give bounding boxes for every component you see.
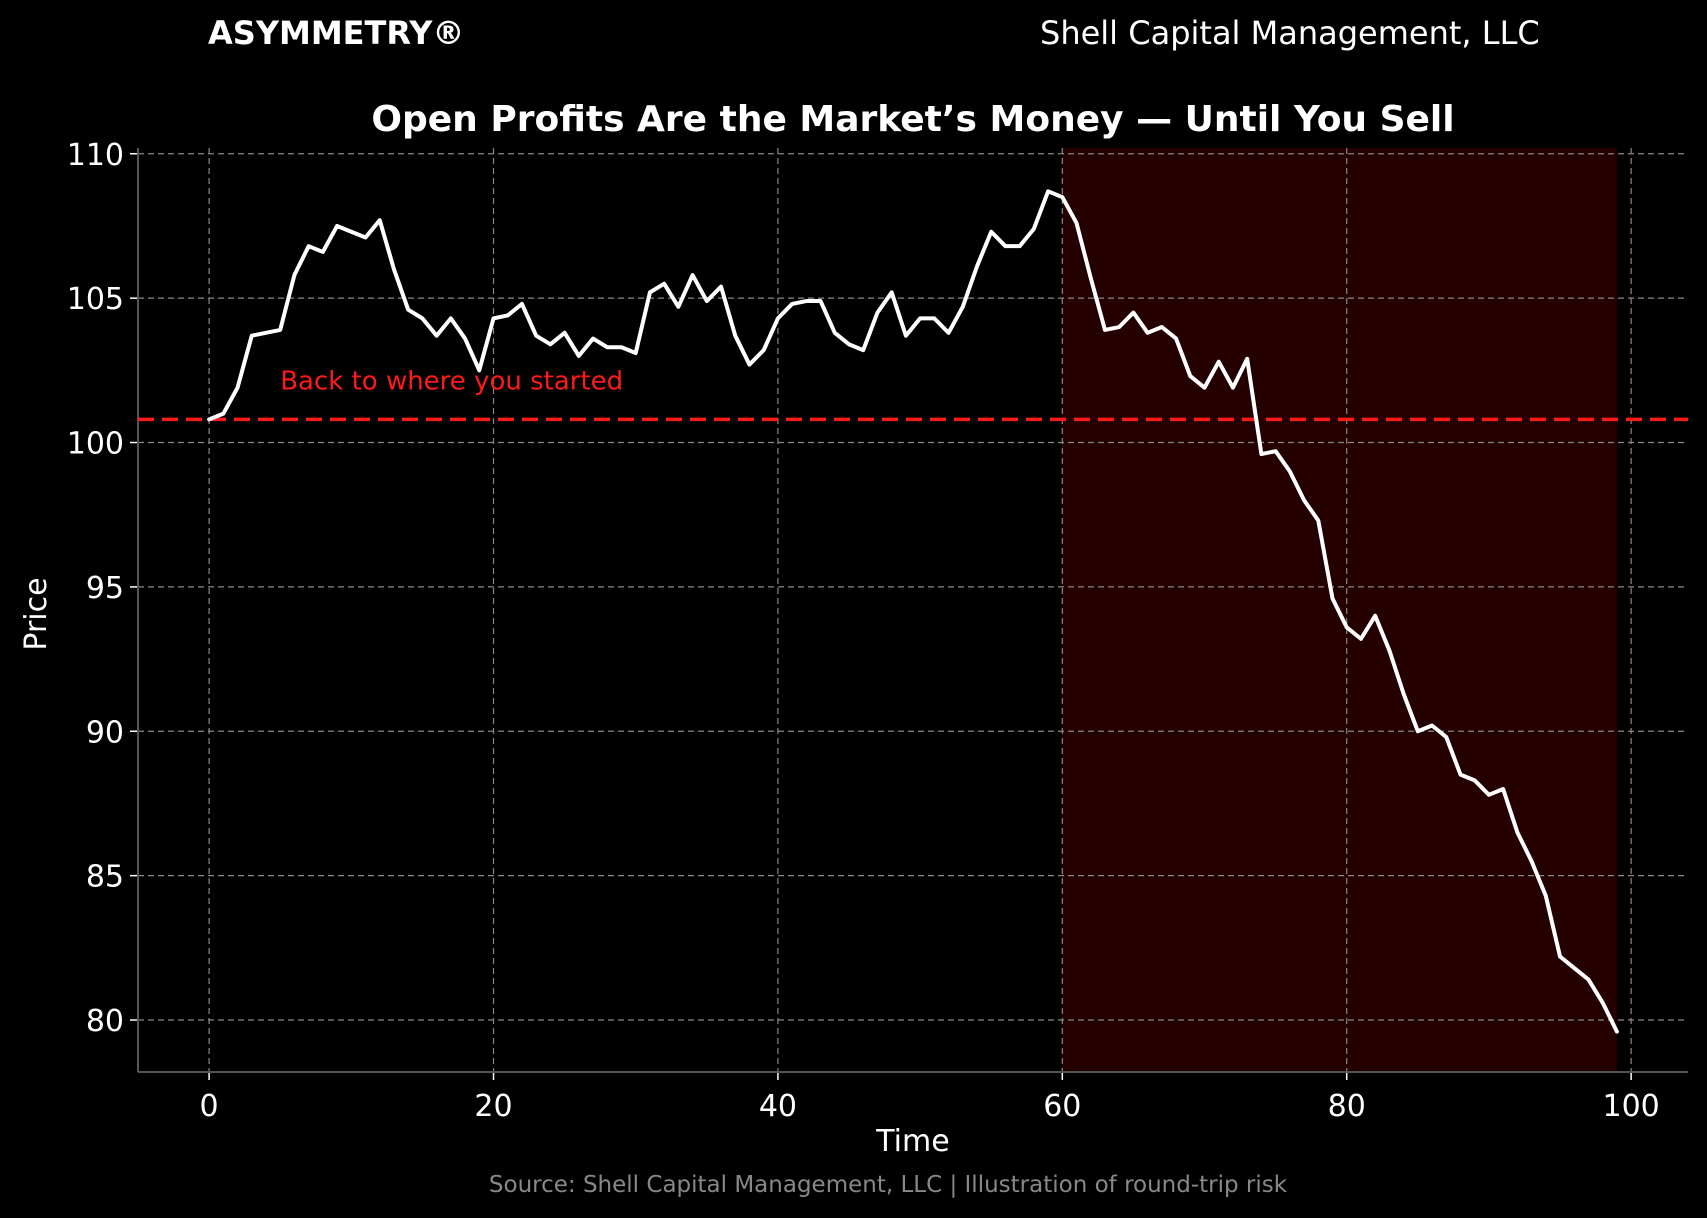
- x-axis-label: Time: [875, 1124, 949, 1159]
- x-tick-label-20: 20: [474, 1089, 512, 1124]
- x-tick-label-80: 80: [1328, 1089, 1366, 1124]
- y-tick-label-85: 85: [86, 860, 124, 895]
- y-tick-label-105: 105: [67, 282, 124, 317]
- brand-logo-text: ASYMMETRY®: [208, 14, 465, 52]
- baseline-annotation: Back to where you started: [280, 366, 623, 396]
- price-series-line-0: [207, 189, 1619, 1034]
- x-tick-label-100: 100: [1602, 1089, 1659, 1124]
- chart-title: Open Profits Are the Market’s Money — Un…: [371, 99, 1454, 140]
- source-note: Source: Shell Capital Management, LLC | …: [489, 1172, 1288, 1198]
- company-name: Shell Capital Management, LLC: [1040, 14, 1540, 52]
- x-tick-label-60: 60: [1043, 1089, 1081, 1124]
- x-tick-label-0: 0: [200, 1089, 219, 1124]
- y-tick-label-95: 95: [86, 571, 124, 606]
- y-axis-label: Price: [19, 577, 54, 650]
- y-tick-label-100: 100: [67, 427, 124, 462]
- y-tick-label-90: 90: [86, 715, 124, 750]
- x-tick-label-40: 40: [759, 1089, 797, 1124]
- y-tick-label-110: 110: [67, 138, 124, 173]
- y-tick-label-80: 80: [86, 1004, 124, 1039]
